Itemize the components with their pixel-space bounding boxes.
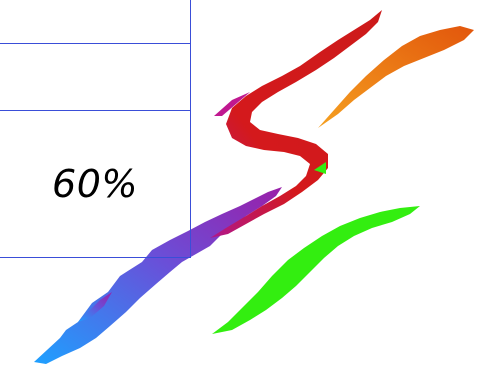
logo-stroke-green [212,206,420,334]
table-row [0,43,191,111]
table-row: 60% [0,110,191,258]
percentage-value: 60% [52,161,138,206]
logo-stroke-blue-sliver [78,292,112,322]
data-table: 60% [0,0,192,258]
logo-stroke-orange [318,26,474,128]
table-row [0,0,191,44]
logo-stroke-red-thin [214,92,250,116]
logo-stroke-blue [34,187,282,364]
logo-stroke-red [210,10,382,238]
logo-stroke-green-dot [314,162,326,174]
